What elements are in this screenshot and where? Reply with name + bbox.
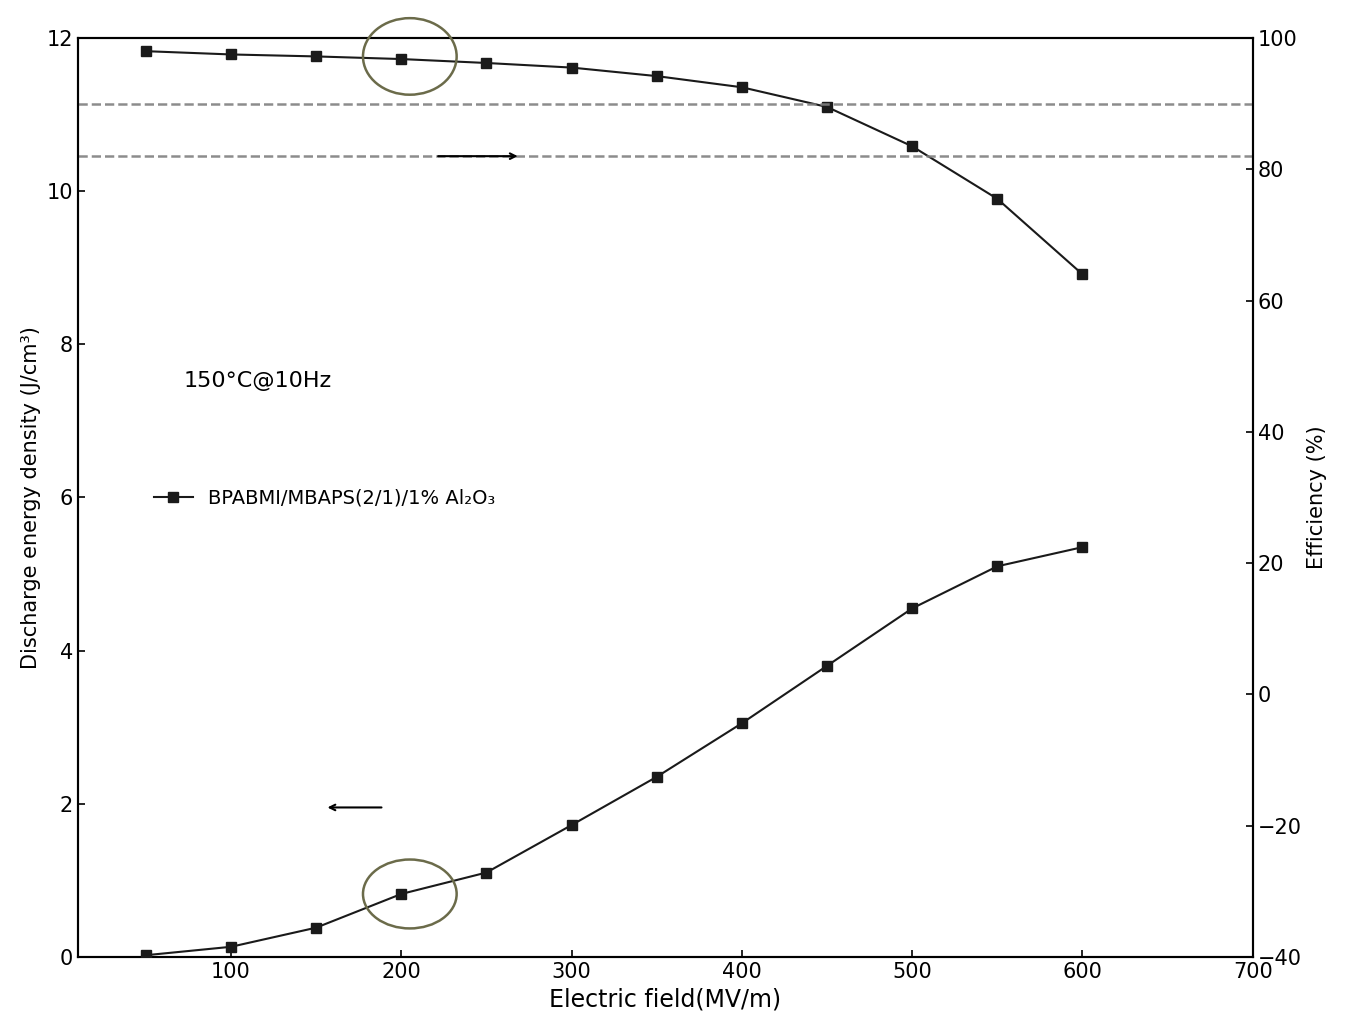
Legend: BPABMI/MBAPS(2/1)/1% Al₂O₃: BPABMI/MBAPS(2/1)/1% Al₂O₃ <box>146 481 503 515</box>
Y-axis label: Discharge energy density (J/cm³): Discharge energy density (J/cm³) <box>20 326 40 669</box>
X-axis label: Electric field(MV/m): Electric field(MV/m) <box>549 988 782 1011</box>
Text: 150°C@10Hz: 150°C@10Hz <box>183 372 332 391</box>
Y-axis label: Efficiency (%): Efficiency (%) <box>1308 425 1328 570</box>
